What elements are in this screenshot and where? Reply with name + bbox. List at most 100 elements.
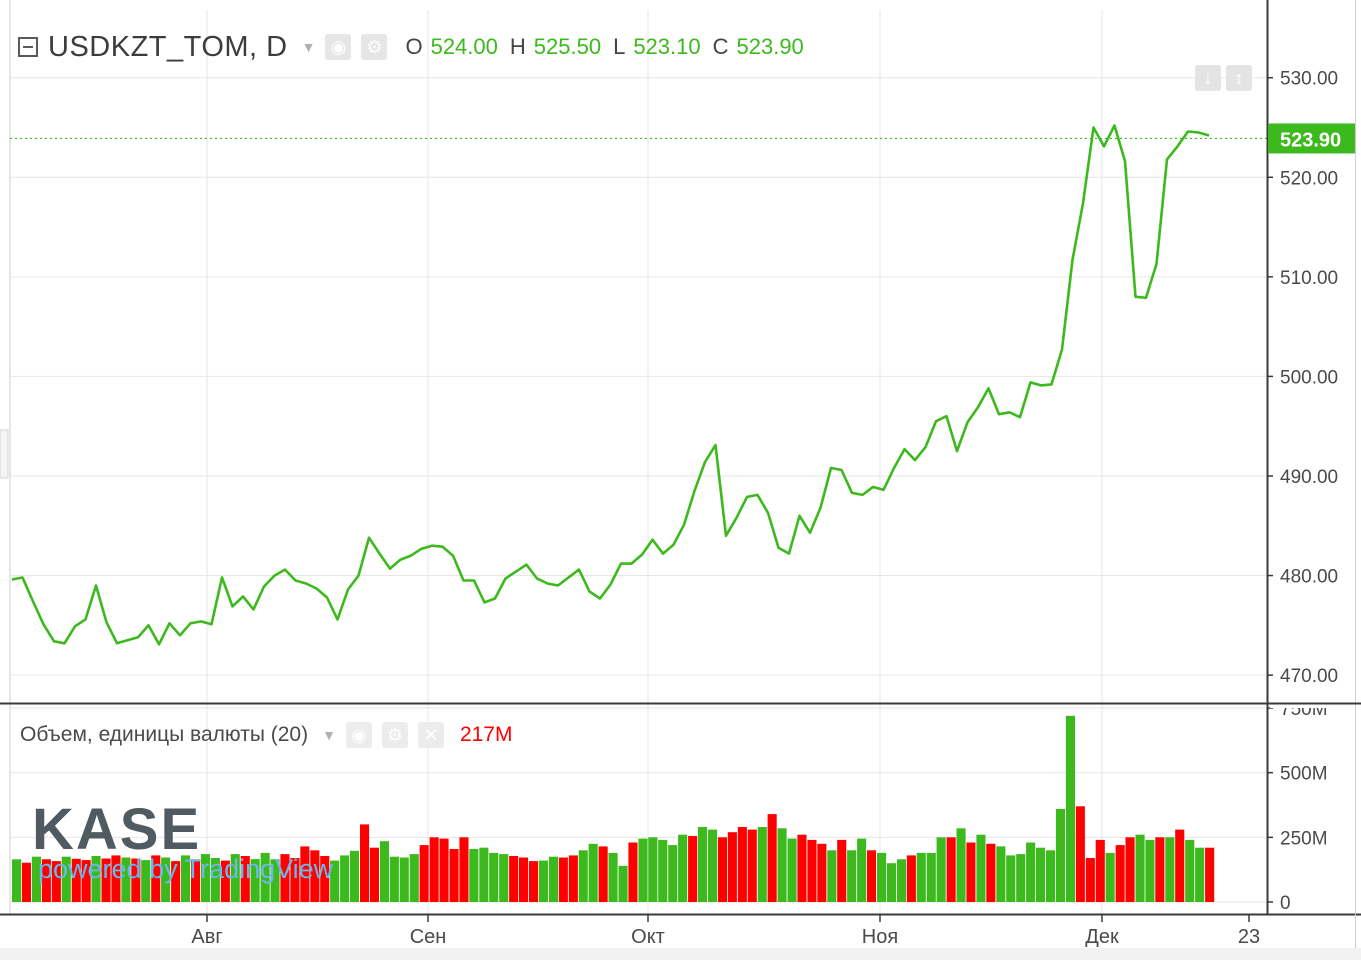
- volume-bar[interactable]: [280, 854, 290, 902]
- volume-bar[interactable]: [191, 859, 201, 902]
- chevron-down-icon[interactable]: ▼: [301, 39, 316, 55]
- volume-bar[interactable]: [61, 856, 71, 902]
- volume-bar[interactable]: [757, 827, 767, 902]
- volume-bar[interactable]: [628, 842, 638, 903]
- volume-bar[interactable]: [399, 857, 409, 903]
- volume-bar[interactable]: [1105, 852, 1115, 902]
- volume-bar[interactable]: [419, 845, 429, 902]
- volume-bar[interactable]: [51, 861, 61, 902]
- volume-bar[interactable]: [1065, 715, 1075, 902]
- volume-bar[interactable]: [946, 837, 956, 902]
- volume-bar[interactable]: [1125, 837, 1135, 902]
- volume-bar[interactable]: [787, 838, 797, 902]
- eye-icon[interactable]: ◉: [325, 34, 352, 60]
- volume-bar[interactable]: [320, 856, 330, 902]
- volume-bar[interactable]: [240, 856, 250, 902]
- volume-bar[interactable]: [837, 839, 847, 902]
- volume-bar[interactable]: [936, 837, 946, 902]
- volume-bar[interactable]: [966, 842, 976, 903]
- volume-bar[interactable]: [121, 857, 131, 903]
- volume-bar[interactable]: [200, 854, 210, 902]
- volume-bar[interactable]: [439, 838, 449, 902]
- volume-bar[interactable]: [777, 828, 787, 902]
- volume-bar[interactable]: [310, 850, 320, 902]
- volume-bar[interactable]: [260, 852, 270, 902]
- volume-bar[interactable]: [141, 860, 151, 902]
- volume-bar[interactable]: [41, 859, 51, 902]
- volume-bar[interactable]: [171, 861, 181, 902]
- volume-bar[interactable]: [548, 856, 558, 902]
- volume-bar[interactable]: [91, 856, 101, 902]
- volume-bar[interactable]: [1016, 854, 1026, 902]
- volume-bar[interactable]: [956, 828, 966, 902]
- volume-bar[interactable]: [12, 859, 22, 902]
- gear-icon[interactable]: ⚙: [361, 34, 388, 60]
- volume-bar[interactable]: [827, 850, 837, 902]
- chevron-down-icon[interactable]: ▼: [322, 727, 336, 743]
- volume-bar[interactable]: [857, 838, 867, 902]
- volume-bar[interactable]: [449, 849, 459, 902]
- volume-bar[interactable]: [867, 850, 877, 902]
- volume-bar[interactable]: [698, 827, 708, 902]
- volume-bar[interactable]: [350, 850, 360, 902]
- volume-bar[interactable]: [230, 854, 240, 902]
- volume-bar[interactable]: [1145, 839, 1155, 902]
- volume-bar[interactable]: [1006, 855, 1016, 902]
- volume-bar[interactable]: [916, 852, 926, 902]
- volume-bar[interactable]: [877, 852, 887, 902]
- volume-bar[interactable]: [71, 858, 81, 902]
- volume-bar[interactable]: [737, 827, 747, 902]
- volume-bar[interactable]: [81, 860, 91, 902]
- volume-bar[interactable]: [181, 855, 191, 902]
- volume-bar[interactable]: [568, 855, 578, 902]
- close-icon[interactable]: ✕: [417, 722, 444, 748]
- volume-bar[interactable]: [1036, 847, 1046, 902]
- volume-bar[interactable]: [1075, 806, 1085, 902]
- volume-bar[interactable]: [360, 824, 370, 902]
- volume-bar[interactable]: [250, 859, 260, 902]
- side-panel-handle[interactable]: [0, 429, 9, 479]
- scale-icon[interactable]: ↕: [1226, 65, 1252, 91]
- volume-bar[interactable]: [847, 850, 857, 902]
- volume-bar[interactable]: [161, 857, 171, 903]
- volume-bar[interactable]: [1026, 842, 1036, 903]
- volume-bar[interactable]: [708, 829, 718, 902]
- volume-bar[interactable]: [31, 856, 41, 902]
- volume-bar[interactable]: [588, 843, 598, 902]
- volume-bar[interactable]: [986, 843, 996, 902]
- volume-bar[interactable]: [688, 836, 698, 902]
- volume-bar[interactable]: [1085, 858, 1095, 902]
- price-line[interactable]: [11, 124, 1210, 646]
- volume-bar[interactable]: [529, 861, 539, 902]
- volume-bar[interactable]: [996, 846, 1006, 902]
- collapse-icon[interactable]: [18, 37, 38, 57]
- volume-bar[interactable]: [151, 855, 161, 902]
- eye-icon[interactable]: ◉: [345, 722, 372, 748]
- volume-bar[interactable]: [797, 834, 807, 902]
- volume-bar[interactable]: [300, 846, 310, 902]
- arrow-down-icon[interactable]: ↓: [1195, 65, 1221, 91]
- volume-bar[interactable]: [131, 858, 141, 903]
- volume-bar[interactable]: [220, 860, 230, 902]
- volume-bar[interactable]: [578, 850, 588, 902]
- volume-bar[interactable]: [1175, 829, 1185, 902]
- volume-bar[interactable]: [1155, 837, 1165, 902]
- volume-bar[interactable]: [379, 841, 389, 902]
- volume-bar[interactable]: [747, 829, 757, 902]
- volume-bar[interactable]: [1115, 845, 1125, 902]
- volume-bar[interactable]: [618, 865, 628, 902]
- volume-bar[interactable]: [369, 847, 379, 902]
- volume-bar[interactable]: [499, 854, 509, 902]
- gear-icon[interactable]: ⚙: [381, 722, 408, 748]
- volume-bar[interactable]: [469, 849, 479, 902]
- volume-bar[interactable]: [727, 832, 737, 902]
- volume-bar[interactable]: [21, 862, 31, 902]
- volume-bar[interactable]: [1165, 837, 1175, 902]
- volume-bar[interactable]: [409, 854, 419, 902]
- volume-bar[interactable]: [489, 852, 499, 902]
- volume-bar[interactable]: [906, 855, 916, 902]
- volume-bar[interactable]: [429, 837, 439, 902]
- volume-bar[interactable]: [389, 856, 399, 902]
- volume-bar[interactable]: [519, 857, 529, 903]
- volume-bar[interactable]: [459, 837, 469, 902]
